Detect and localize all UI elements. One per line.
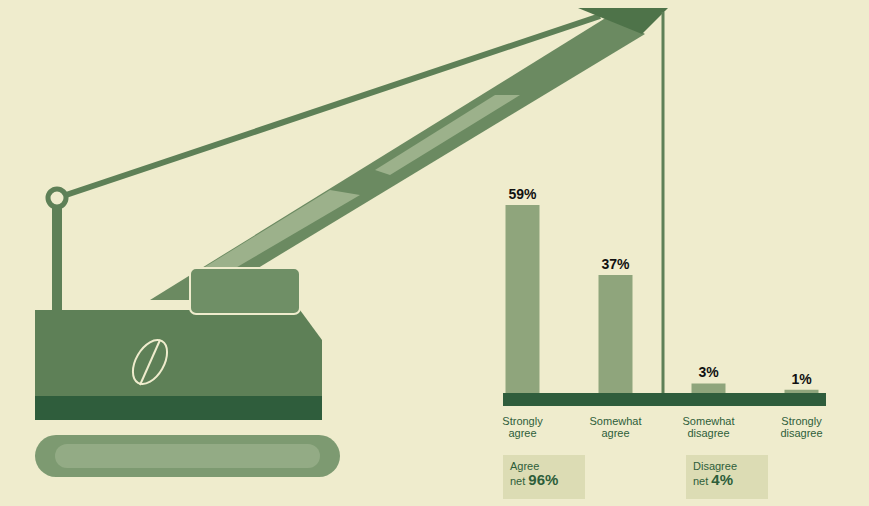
svg-text:Strongly: Strongly [781,415,822,427]
html-text:net4%: net4% [693,471,733,488]
html-text:Agree: Agree [510,460,540,472]
svg-text:disagree: disagree [780,427,822,439]
html-text:net96%: net96% [510,471,559,488]
svg-text:1%: 1% [791,371,812,387]
svg-text:Somewhat: Somewhat [590,415,642,427]
svg-text:37%: 37% [601,256,630,272]
svg-text:3%: 3% [698,364,719,380]
svg-text:agree: agree [508,427,536,439]
html-text:Disagree: Disagree [693,460,737,472]
svg-text:disagree: disagree [687,427,729,439]
svg-text:Somewhat: Somewhat [683,415,735,427]
svg-text:59%: 59% [508,186,537,202]
svg-text:Strongly: Strongly [502,415,543,427]
svg-text:agree: agree [601,427,629,439]
